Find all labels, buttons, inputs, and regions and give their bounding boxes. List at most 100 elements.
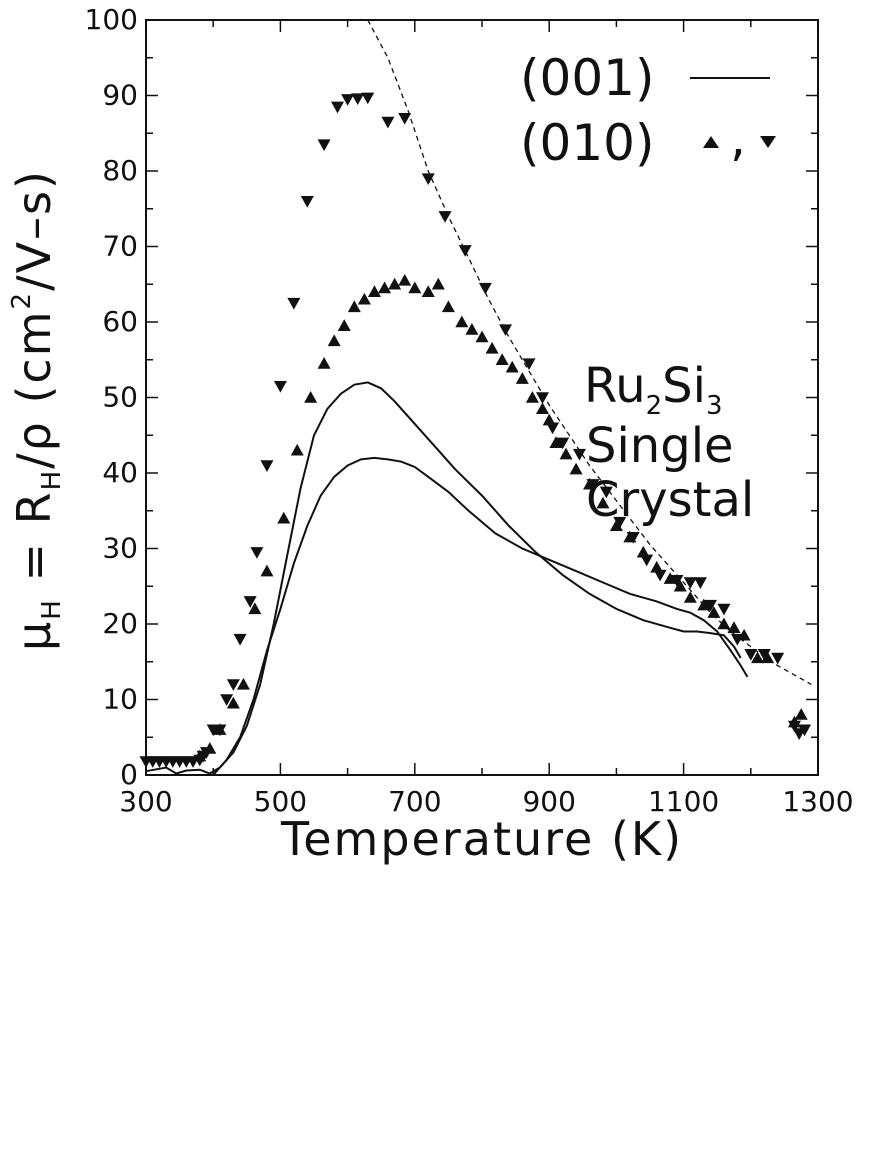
data-point-triangle-up	[525, 391, 539, 403]
data-point-triangle-down	[640, 554, 654, 567]
data-point-triangle-down	[233, 633, 247, 646]
data-point-triangle-up	[650, 560, 664, 573]
legend-triangle-up-marker	[703, 136, 719, 148]
data-point-triangle-down	[535, 392, 549, 404]
x-tick-labels: 300 500 700 900 1100 1300	[119, 785, 853, 818]
data-point-triangle-down	[744, 649, 758, 661]
data-point-triangle-up	[569, 462, 583, 475]
x-axis-title: Temperature (K)	[280, 812, 683, 866]
data-point-triangle-down	[703, 599, 717, 612]
data-point-triangle-down	[243, 596, 257, 608]
y-axis-rho: /ρ (cm	[7, 309, 61, 468]
data-point-triangle-up	[421, 285, 435, 297]
data-point-triangle-down	[693, 577, 707, 589]
data-point-triangle-down	[458, 245, 472, 257]
data-point-triangle-up	[226, 696, 240, 709]
data-point-triangle-up	[260, 564, 274, 577]
x-tick-label: 1300	[782, 785, 853, 818]
data-point-triangle-down	[300, 196, 314, 208]
series-line-001-3	[212, 456, 749, 776]
y-axis-mu-sub: H	[37, 598, 67, 620]
legend-separator: ,	[730, 109, 746, 167]
x-tick-label: 900	[522, 785, 575, 818]
y-tick-label: 50	[102, 381, 138, 414]
data-point-triangle-up	[683, 591, 697, 603]
data-point-triangle-down	[599, 486, 613, 499]
data-point-triangle-down	[438, 211, 452, 223]
data-point-triangle-down	[717, 603, 731, 616]
data-point-triangle-up	[327, 334, 341, 347]
data-point-triangle-up	[337, 319, 351, 331]
data-point-triangle-up	[465, 323, 479, 335]
fit-dashed-line	[367, 19, 812, 685]
data-point-triangle-up	[751, 651, 765, 664]
data-point-triangle-up	[203, 742, 217, 754]
data-point-triangle-up	[378, 281, 392, 294]
annotation: Ru2Si3 Single Crystal	[584, 358, 754, 528]
data-point-triangle-up	[559, 447, 573, 460]
y-axis-title: μH = RH/ρ (cm2/V–s)	[7, 169, 67, 651]
legend-triangle-down-marker	[760, 136, 776, 148]
data-point-triangle-down	[317, 139, 331, 152]
data-point-triangle-up	[727, 621, 741, 633]
data-point-triangle-down	[220, 694, 234, 706]
data-point-triangle-down	[351, 93, 365, 106]
data-point-triangle-down	[398, 112, 412, 125]
data-point-triangle-up	[213, 723, 227, 735]
annotation-formula: Ru2Si3	[584, 358, 723, 421]
data-point-triangle-down	[798, 724, 812, 737]
data-point-triangle-up	[357, 292, 371, 305]
data-point-triangle-down	[421, 173, 435, 186]
data-point-triangle-down	[226, 679, 240, 691]
y-tick-labels: 0 10 20 30 40 50 60 70 80 90 100	[85, 3, 138, 791]
series-triangle-up	[193, 273, 808, 762]
data-point-triangle-up	[707, 606, 721, 618]
data-point-triangle-up	[515, 372, 529, 384]
data-point-triangle-up	[717, 617, 731, 630]
data-point-triangle-up	[290, 443, 304, 456]
legend-entry-010: (010)	[520, 114, 654, 172]
data-point-triangle-down	[653, 569, 667, 582]
y-axis-mu: μ	[7, 620, 61, 651]
y-tick-label: 0	[120, 758, 138, 791]
series-layer	[139, 19, 812, 776]
data-point-triangle-down	[546, 422, 560, 435]
data-point-triangle-down	[771, 652, 785, 665]
x-tick-label: 300	[119, 785, 172, 818]
data-point-triangle-down	[381, 116, 395, 129]
y-tick-label: 70	[102, 230, 138, 263]
data-point-triangle-up	[636, 545, 650, 558]
data-point-triangle-up	[193, 749, 207, 762]
data-point-triangle-up	[347, 300, 361, 313]
data-point-triangle-up	[673, 579, 687, 592]
data-point-triangle-down	[683, 577, 697, 589]
data-point-triangle-down	[499, 324, 513, 337]
data-point-triangle-up	[663, 572, 677, 584]
legend-entry-001: (001)	[520, 49, 654, 107]
data-point-triangle-up	[317, 357, 331, 369]
data-point-triangle-up	[485, 341, 499, 354]
y-tick-label: 90	[102, 79, 138, 112]
y-tick-label: 20	[102, 607, 138, 640]
data-point-triangle-up	[441, 300, 455, 313]
data-point-triangle-down	[287, 297, 301, 310]
data-point-triangle-up	[549, 436, 563, 448]
data-point-triangle-up	[277, 511, 291, 524]
y-axis-r-sub: H	[37, 469, 67, 491]
data-point-triangle-up	[535, 402, 549, 415]
data-point-triangle-up	[542, 413, 556, 426]
annotation-line2: Single	[586, 418, 734, 474]
data-point-triangle-up	[304, 391, 318, 403]
y-axis-eq: = R	[7, 490, 61, 598]
data-point-triangle-down	[522, 358, 536, 371]
data-point-triangle-up	[495, 353, 509, 365]
data-point-triangle-up	[408, 281, 422, 294]
data-point-triangle-up	[794, 708, 808, 720]
y-tick-label: 100	[85, 3, 138, 36]
y-axis-tail: /V–s)	[7, 169, 61, 291]
data-point-triangle-up	[388, 277, 402, 290]
data-point-triangle-down	[572, 448, 586, 461]
data-point-triangle-down	[260, 460, 274, 472]
data-point-triangle-up	[431, 277, 445, 290]
